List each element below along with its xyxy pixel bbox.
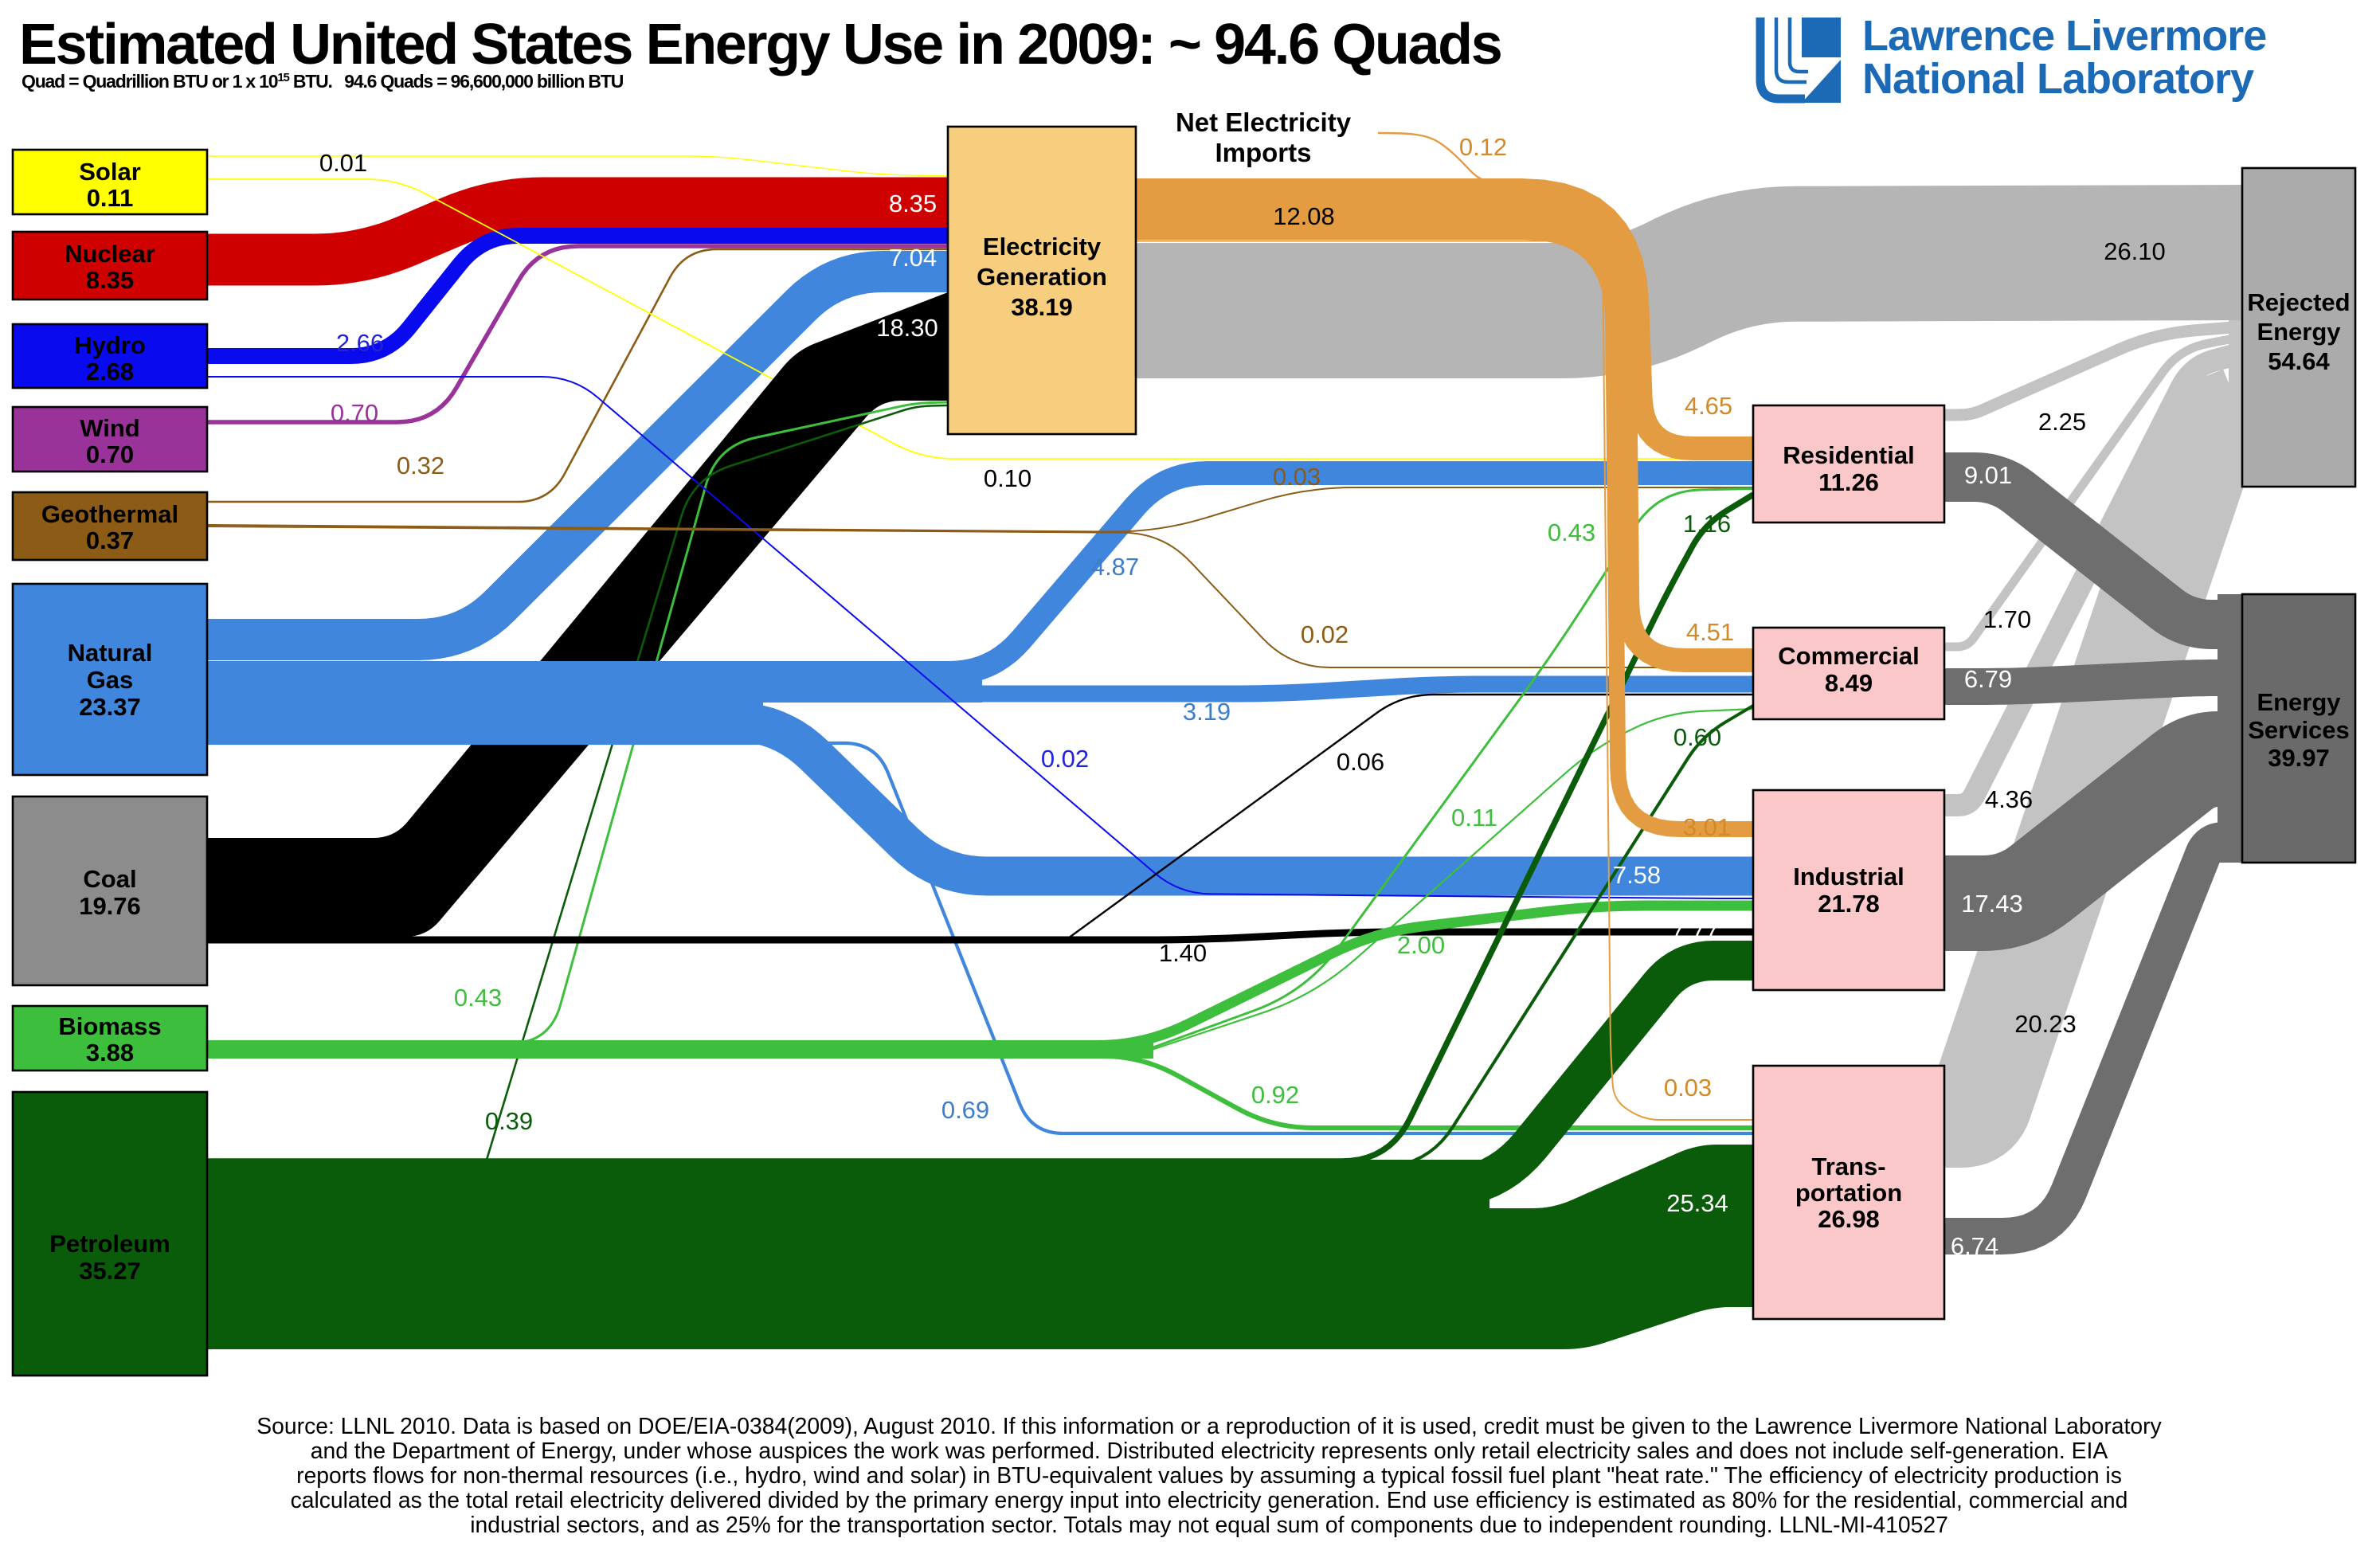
svg-text:Estimated United States Energy: Estimated United States Energy Use in 20… bbox=[19, 13, 1501, 76]
svg-text:4.65: 4.65 bbox=[1685, 392, 1732, 420]
svg-text:Wind: Wind bbox=[80, 414, 139, 442]
svg-text:0.70: 0.70 bbox=[331, 399, 378, 427]
svg-text:0.43: 0.43 bbox=[454, 984, 502, 1012]
svg-text:1.16: 1.16 bbox=[1683, 510, 1731, 538]
svg-text:12.08: 12.08 bbox=[1273, 202, 1335, 230]
svg-text:calculated as the total retail: calculated as the total retail electrici… bbox=[291, 1487, 2128, 1513]
svg-text:Industrial: Industrial bbox=[1793, 863, 1904, 890]
svg-text:6.74: 6.74 bbox=[1951, 1232, 1998, 1260]
svg-text:7.77: 7.77 bbox=[1670, 918, 1718, 946]
svg-text:Imports: Imports bbox=[1215, 138, 1311, 167]
svg-text:0.02: 0.02 bbox=[1301, 620, 1349, 648]
svg-text:0.70: 0.70 bbox=[86, 440, 134, 468]
svg-text:0.69: 0.69 bbox=[941, 1096, 989, 1124]
svg-text:Generation: Generation bbox=[977, 263, 1107, 291]
svg-text:0.60: 0.60 bbox=[1673, 723, 1721, 751]
svg-text:0.11: 0.11 bbox=[1451, 804, 1497, 832]
svg-text:Biomass: Biomass bbox=[58, 1012, 161, 1040]
svg-text:4.51: 4.51 bbox=[1686, 618, 1734, 646]
svg-text:3.88: 3.88 bbox=[86, 1039, 134, 1067]
svg-text:0.10: 0.10 bbox=[984, 464, 1031, 492]
svg-text:17.43: 17.43 bbox=[1961, 890, 2023, 918]
svg-text:54.64: 54.64 bbox=[2268, 347, 2330, 375]
svg-text:Hydro: Hydro bbox=[74, 331, 146, 359]
svg-text:industrial sectors, and as 25%: industrial sectors, and as 25% for the t… bbox=[470, 1512, 1948, 1537]
svg-text:Gas: Gas bbox=[87, 666, 134, 694]
svg-text:0.01: 0.01 bbox=[319, 149, 367, 177]
svg-text:0.03: 0.03 bbox=[1664, 1074, 1712, 1102]
svg-text:and the Department of Energy,: and the Department of Energy, under whos… bbox=[311, 1438, 2108, 1463]
svg-text:26.98: 26.98 bbox=[1818, 1205, 1880, 1233]
svg-text:Quad = Quadrillion BTU or 1 x: Quad = Quadrillion BTU or 1 x 1015 BTU. … bbox=[22, 71, 624, 92]
svg-text:2.68: 2.68 bbox=[86, 358, 134, 386]
svg-text:Natural: Natural bbox=[68, 639, 153, 667]
svg-text:Energy: Energy bbox=[2257, 318, 2341, 346]
svg-text:8.35: 8.35 bbox=[86, 266, 134, 294]
svg-text:0.12: 0.12 bbox=[1459, 133, 1507, 161]
svg-text:Energy: Energy bbox=[2257, 688, 2341, 716]
svg-text:23.37: 23.37 bbox=[79, 693, 141, 721]
svg-text:0.43: 0.43 bbox=[1548, 519, 1595, 546]
svg-text:0.39: 0.39 bbox=[485, 1107, 533, 1135]
svg-text:4.36: 4.36 bbox=[1985, 785, 2033, 813]
svg-text:Commercial: Commercial bbox=[1778, 642, 1919, 670]
svg-text:Trans-: Trans- bbox=[1811, 1153, 1885, 1180]
svg-text:11.26: 11.26 bbox=[1818, 468, 1879, 496]
svg-text:8.35: 8.35 bbox=[889, 190, 937, 217]
svg-text:Petroleum: Petroleum bbox=[49, 1230, 170, 1258]
svg-text:National Laboratory: National Laboratory bbox=[1862, 55, 2254, 103]
svg-text:21.78: 21.78 bbox=[1818, 890, 1880, 918]
svg-text:Geothermal: Geothermal bbox=[41, 500, 178, 528]
svg-text:Net Electricity: Net Electricity bbox=[1176, 108, 1352, 137]
svg-text:Lawrence Livermore: Lawrence Livermore bbox=[1862, 12, 2266, 60]
svg-text:0.06: 0.06 bbox=[1337, 748, 1384, 776]
svg-text:25.34: 25.34 bbox=[1666, 1189, 1728, 1217]
svg-text:portation: portation bbox=[1795, 1179, 1902, 1207]
svg-text:20.23: 20.23 bbox=[2014, 1010, 2077, 1038]
svg-text:Residential: Residential bbox=[1783, 441, 1914, 469]
svg-text:8.49: 8.49 bbox=[1825, 669, 1873, 697]
svg-text:Services: Services bbox=[2248, 716, 2350, 744]
svg-text:9.01: 9.01 bbox=[1964, 461, 2012, 489]
svg-text:38.19: 38.19 bbox=[1011, 293, 1073, 321]
svg-text:3.19: 3.19 bbox=[1183, 698, 1231, 726]
svg-text:0.11: 0.11 bbox=[87, 184, 134, 212]
svg-text:1.40: 1.40 bbox=[1159, 939, 1207, 967]
svg-text:Nuclear: Nuclear bbox=[65, 240, 155, 268]
svg-text:0.92: 0.92 bbox=[1251, 1081, 1299, 1109]
svg-text:reports flows for non-thermal: reports flows for non-thermal resources … bbox=[296, 1462, 2122, 1488]
svg-text:0.02: 0.02 bbox=[1041, 745, 1089, 773]
svg-text:1.70: 1.70 bbox=[1983, 605, 2031, 633]
svg-text:6.79: 6.79 bbox=[1964, 665, 2012, 693]
svg-text:39.97: 39.97 bbox=[2268, 744, 2330, 772]
svg-text:0.32: 0.32 bbox=[397, 452, 444, 479]
svg-text:Coal: Coal bbox=[83, 865, 136, 893]
svg-text:2.25: 2.25 bbox=[2038, 408, 2086, 436]
svg-text:19.76: 19.76 bbox=[79, 892, 141, 920]
svg-text:Electricity: Electricity bbox=[983, 233, 1102, 260]
svg-text:Rejected: Rejected bbox=[2247, 288, 2350, 316]
svg-text:2.00: 2.00 bbox=[1397, 931, 1445, 959]
svg-text:Solar: Solar bbox=[79, 158, 141, 186]
svg-text:18.30: 18.30 bbox=[876, 314, 938, 342]
svg-text:26.10: 26.10 bbox=[2104, 237, 2166, 265]
svg-text:2.66: 2.66 bbox=[336, 329, 384, 357]
svg-text:4.87: 4.87 bbox=[1091, 553, 1139, 581]
svg-text:35.27: 35.27 bbox=[79, 1257, 141, 1285]
svg-text:Source: LLNL 2010. Data is bas: Source: LLNL 2010. Data is based on DOE/… bbox=[256, 1413, 2162, 1438]
svg-text:0.37: 0.37 bbox=[86, 526, 134, 554]
svg-text:7.04: 7.04 bbox=[889, 244, 937, 272]
svg-text:3.01: 3.01 bbox=[1683, 813, 1731, 841]
svg-text:0.03: 0.03 bbox=[1273, 463, 1321, 491]
svg-text:7.58: 7.58 bbox=[1613, 861, 1661, 889]
